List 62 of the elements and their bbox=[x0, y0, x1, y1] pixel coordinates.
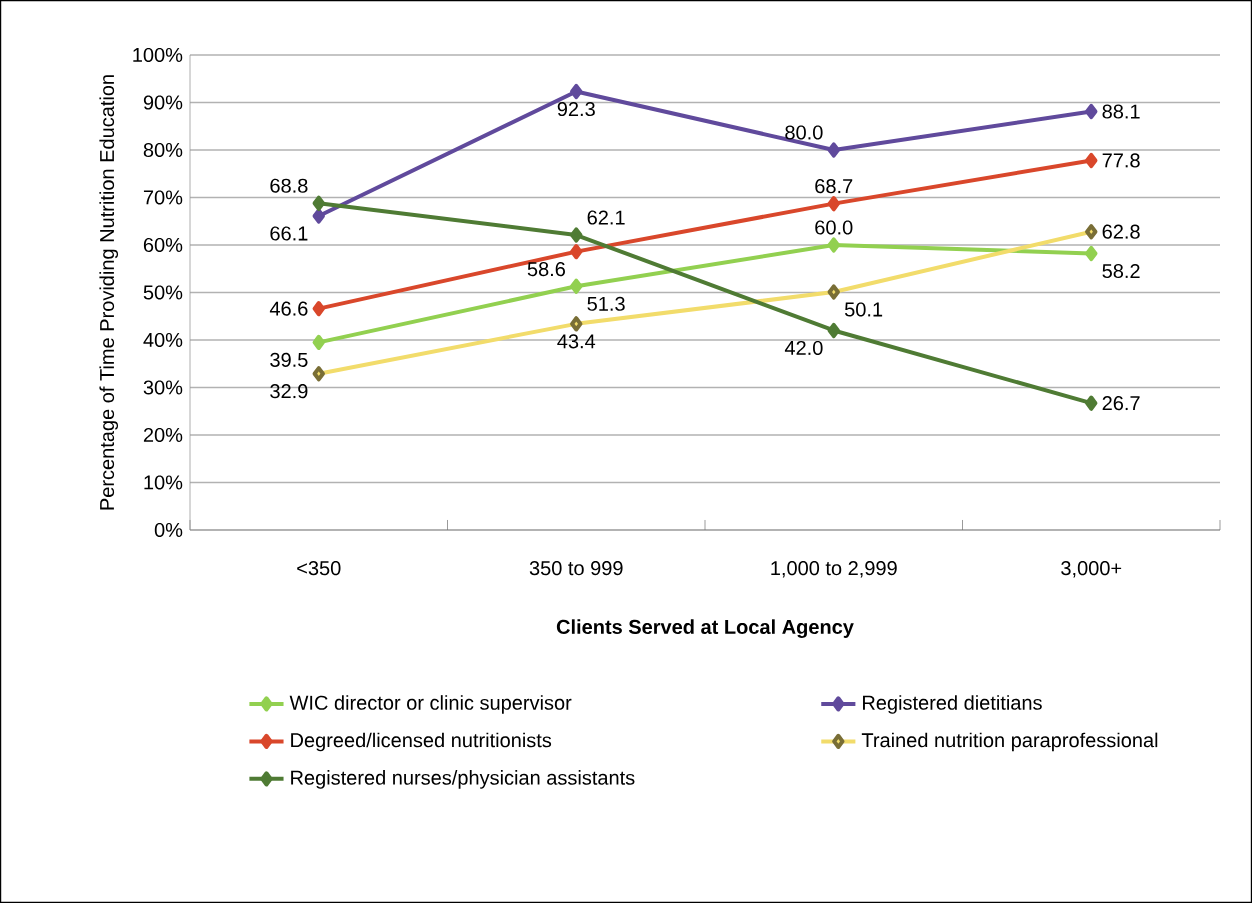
point bbox=[827, 237, 840, 253]
y-tick-label: 80% bbox=[143, 142, 183, 158]
point bbox=[1085, 152, 1098, 169]
data-label: 77.8 bbox=[1102, 153, 1140, 168]
point bbox=[312, 334, 325, 350]
y-tick-label: 60% bbox=[143, 237, 183, 253]
data-label: 51.3 bbox=[587, 296, 625, 311]
legend-label: Trained nutrition paraprofessional bbox=[861, 732, 1158, 752]
data-label: 42.0 bbox=[784, 340, 823, 356]
y-tick-label: 30% bbox=[143, 380, 183, 395]
y-tick-label: 70% bbox=[143, 190, 183, 205]
y-tick-label: 100% bbox=[133, 47, 183, 63]
legend-label: Registered dietitians bbox=[863, 695, 1042, 714]
point bbox=[827, 284, 840, 300]
data-label: 26.7 bbox=[1102, 396, 1140, 411]
point bbox=[1085, 103, 1098, 120]
point bbox=[570, 278, 583, 294]
data-label: 62.8 bbox=[1102, 224, 1140, 239]
point bbox=[1085, 395, 1098, 411]
data-label: 80.0 bbox=[785, 125, 823, 140]
legend-label: Registered nurses/physician assistants bbox=[291, 770, 635, 789]
x-axis-title: Clients Served at Local Agency bbox=[556, 619, 854, 639]
data-label: 88.1 bbox=[1102, 104, 1140, 119]
x-tick-label: 350 to 999 bbox=[529, 561, 623, 576]
point bbox=[1085, 245, 1098, 262]
point bbox=[312, 208, 325, 224]
data-label: 62.1 bbox=[587, 210, 625, 225]
data-label: 58.2 bbox=[1102, 263, 1140, 279]
y-tick-label: 20% bbox=[143, 427, 183, 443]
data-label: 92.3 bbox=[557, 101, 595, 117]
point bbox=[570, 227, 583, 243]
data-label: 39.5 bbox=[270, 352, 308, 367]
point bbox=[312, 366, 325, 382]
point bbox=[312, 301, 325, 317]
point bbox=[827, 142, 840, 158]
data-label: 58.6 bbox=[527, 262, 565, 277]
y-tick-label: 50% bbox=[143, 285, 183, 300]
point bbox=[312, 195, 325, 211]
x-tick-label: <350 bbox=[297, 561, 341, 576]
legend-label: WIC director or clinic supervisor bbox=[289, 695, 572, 714]
point bbox=[827, 322, 840, 339]
data-label: 50.1 bbox=[844, 302, 883, 317]
y-tick-label: 10% bbox=[144, 475, 183, 490]
point bbox=[570, 83, 583, 100]
data-label: 68.8 bbox=[270, 178, 308, 193]
x-tick-label: 3,000+ bbox=[1061, 561, 1122, 578]
data-label: 60.0 bbox=[815, 220, 853, 235]
data-label: 32.9 bbox=[270, 384, 308, 399]
y-tick-label: 90% bbox=[143, 95, 183, 110]
y-axis-title: Percentage of Time Providing Nutrition Education bbox=[99, 75, 119, 510]
x-tick-label: 1,000 to 2,999 bbox=[771, 561, 897, 578]
data-label: 43.4 bbox=[557, 334, 596, 349]
data-label: 68.7 bbox=[815, 179, 853, 194]
data-label: 66.1 bbox=[270, 226, 308, 241]
point bbox=[570, 316, 583, 332]
y-tick-label: 0% bbox=[154, 522, 183, 538]
point bbox=[1085, 224, 1098, 240]
legend-label: Degreed/licensed nutritionists bbox=[291, 732, 552, 752]
data-label: 46.6 bbox=[269, 301, 308, 316]
point bbox=[570, 244, 583, 260]
y-tick-label: 40% bbox=[143, 332, 183, 348]
point bbox=[827, 196, 840, 212]
